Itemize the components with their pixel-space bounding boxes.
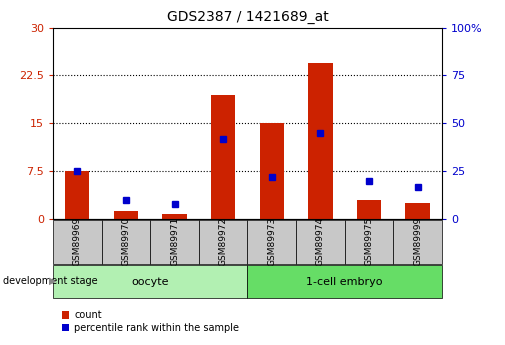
- Title: GDS2387 / 1421689_at: GDS2387 / 1421689_at: [167, 10, 328, 24]
- Text: GSM89972: GSM89972: [219, 217, 228, 266]
- Text: ▶: ▶: [49, 276, 57, 286]
- Text: GSM89969: GSM89969: [73, 217, 82, 266]
- Text: GSM89999: GSM89999: [413, 217, 422, 266]
- Bar: [260, 123, 284, 219]
- Bar: [53, 265, 247, 298]
- Text: GSM89973: GSM89973: [267, 217, 276, 266]
- Text: development stage: development stage: [3, 276, 97, 286]
- Bar: [406, 203, 430, 219]
- Bar: [247, 265, 442, 298]
- Bar: [308, 63, 332, 219]
- Text: 1-cell embryo: 1-cell embryo: [307, 277, 383, 286]
- Text: GSM89974: GSM89974: [316, 217, 325, 266]
- Bar: [357, 200, 381, 219]
- Bar: [65, 171, 89, 219]
- Bar: [150, 220, 199, 264]
- Text: GSM89975: GSM89975: [365, 217, 374, 266]
- Bar: [393, 220, 442, 264]
- Bar: [345, 220, 393, 264]
- Legend: count, percentile rank within the sample: count, percentile rank within the sample: [62, 310, 239, 333]
- Bar: [102, 220, 150, 264]
- Bar: [114, 211, 138, 219]
- Bar: [247, 220, 296, 264]
- Text: oocyte: oocyte: [131, 277, 169, 286]
- Bar: [296, 220, 344, 264]
- Bar: [199, 220, 247, 264]
- Bar: [211, 95, 235, 219]
- Bar: [163, 214, 187, 219]
- Text: GSM89971: GSM89971: [170, 217, 179, 266]
- Bar: [53, 220, 102, 264]
- Text: GSM89970: GSM89970: [121, 217, 130, 266]
